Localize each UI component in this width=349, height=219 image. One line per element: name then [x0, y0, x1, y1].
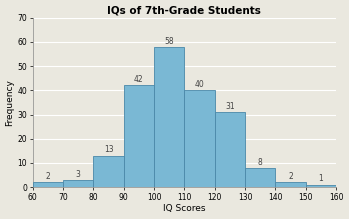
Y-axis label: Frequency: Frequency	[6, 79, 15, 126]
Text: 8: 8	[258, 157, 263, 166]
Bar	[306, 185, 336, 187]
Text: 2: 2	[45, 172, 50, 181]
Bar	[275, 182, 306, 187]
Text: 2: 2	[288, 172, 293, 181]
Text: 13: 13	[104, 145, 113, 154]
Bar	[124, 85, 154, 187]
Bar	[215, 112, 245, 187]
Bar	[184, 90, 215, 187]
Text: 40: 40	[195, 80, 205, 89]
Text: 3: 3	[76, 170, 81, 179]
Text: 31: 31	[225, 102, 235, 111]
Bar	[63, 180, 93, 187]
Bar	[245, 168, 275, 187]
Text: 42: 42	[134, 75, 144, 84]
Text: 58: 58	[164, 37, 174, 46]
Text: 1: 1	[319, 175, 324, 184]
Bar	[154, 47, 184, 187]
Title: IQs of 7th-Grade Students: IQs of 7th-Grade Students	[107, 5, 261, 16]
Bar	[93, 156, 124, 187]
X-axis label: IQ Scores: IQ Scores	[163, 205, 206, 214]
Bar	[33, 182, 63, 187]
